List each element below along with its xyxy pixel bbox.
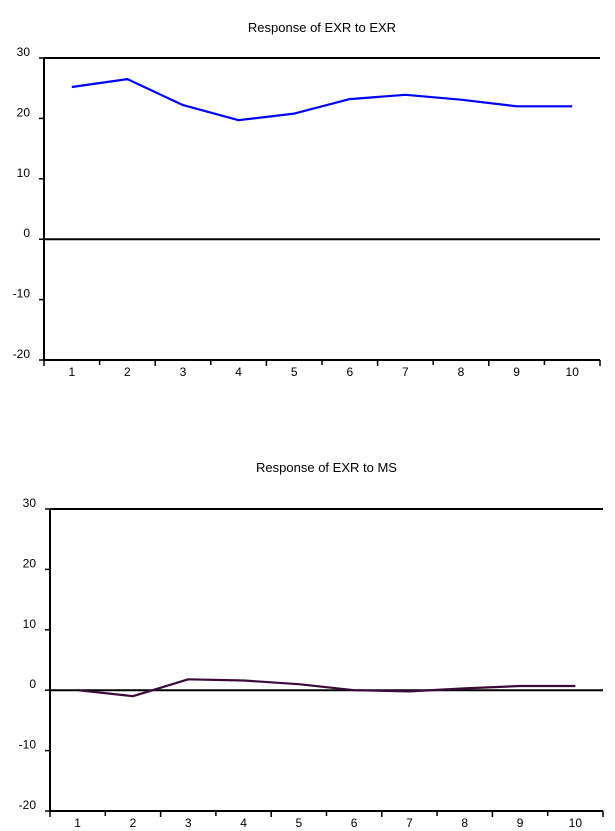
y-tick-label: 20: [23, 556, 37, 570]
series-line: [71, 77, 573, 122]
x-tick-label: 3: [185, 816, 192, 830]
y-tick-label: 0: [23, 226, 30, 240]
y-tick-label: -20: [19, 798, 37, 812]
x-tick-label: 6: [346, 365, 353, 379]
chart-title: Response of EXR to MS: [256, 460, 397, 475]
x-tick-label: 9: [517, 816, 524, 830]
x-tick-label: 7: [402, 365, 409, 379]
x-tick-label: 10: [569, 816, 583, 830]
x-tick-label: 6: [351, 816, 358, 830]
chart-2: Response of EXR to MS -20 -10 0 10 20 30 1 2 3 4 5 6…: [19, 460, 604, 830]
x-tick-label: 7: [406, 816, 413, 830]
y-tick-label: 30: [23, 496, 37, 510]
y-tick-label: 20: [17, 105, 31, 119]
x-tick-label: 10: [566, 365, 580, 379]
x-tick-label: 5: [296, 816, 303, 830]
y-tick-label: 10: [17, 166, 31, 180]
chart-1: Response of EXR to EXR -20 -10 0 10 20 30 1 2 3 4 5…: [13, 20, 601, 379]
x-tick-label: 9: [513, 365, 520, 379]
x-tick-label: 4: [240, 816, 247, 830]
y-tick-label: -10: [19, 738, 37, 752]
x-tick-label: 2: [130, 816, 137, 830]
x-tick-label: 2: [124, 365, 131, 379]
chart-title: Response of EXR to EXR: [248, 20, 396, 35]
x-tick-label: 3: [180, 365, 187, 379]
x-tick-label: 5: [291, 365, 298, 379]
y-tick-label: 30: [17, 45, 31, 59]
x-tick-label: 8: [458, 365, 465, 379]
x-tick-label: 4: [235, 365, 242, 379]
x-tick-label: 1: [74, 816, 81, 830]
x-tick-label: 8: [461, 816, 468, 830]
y-tick-label: 0: [29, 677, 36, 691]
x-tick-label: 1: [68, 365, 75, 379]
series-line: [77, 678, 576, 698]
y-tick-label: -10: [13, 287, 31, 301]
y-tick-label: 10: [23, 617, 37, 631]
y-tick-label: -20: [13, 347, 31, 361]
